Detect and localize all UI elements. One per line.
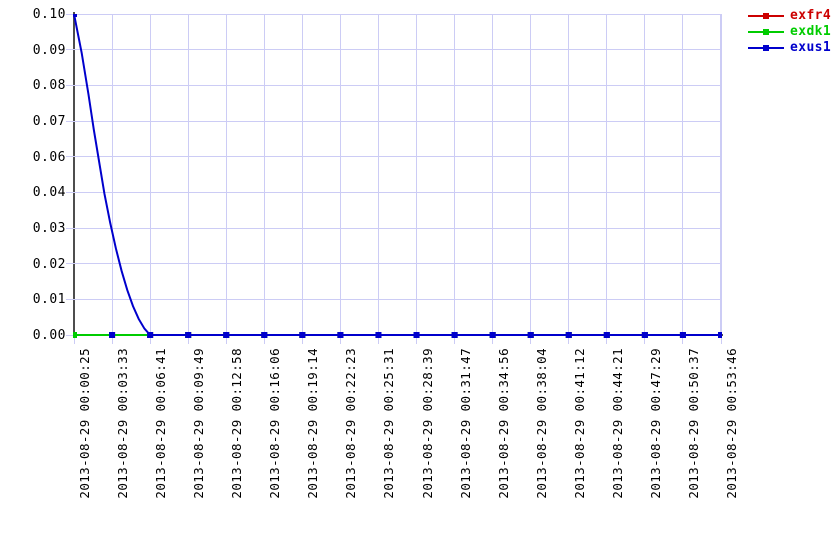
x-axis-label: 2013-08-29 00:41:12 [571, 348, 587, 499]
gridline-vertical [530, 14, 532, 335]
x-axis-spine [73, 334, 723, 336]
y-axis-label: 0.08 [32, 78, 66, 94]
x-axis-label: 2013-08-29 00:34:56 [495, 348, 511, 499]
x-axis-label: 2013-08-29 00:03:33 [115, 348, 131, 499]
y-axis-label: 0.07 [32, 114, 66, 129]
plot-area [74, 14, 721, 335]
gridline-vertical [339, 14, 341, 335]
y-axis-tick [66, 84, 75, 86]
x-axis-tick [530, 336, 532, 344]
x-axis-tick [606, 336, 608, 344]
y-axis-tick [66, 120, 75, 122]
y-axis-tick [66, 263, 75, 265]
gridline-horizontal [74, 120, 721, 122]
y-axis-tick [66, 13, 75, 15]
gridline-horizontal [74, 298, 721, 300]
y-axis-label: 0.02 [32, 256, 66, 272]
x-axis-tick [111, 336, 113, 344]
x-axis-tick [73, 336, 75, 344]
gridline-vertical [492, 14, 494, 335]
y-axis-tick [66, 298, 75, 300]
legend-item-exfr4[interactable]: exfr4 [748, 8, 840, 24]
x-axis-tick [301, 336, 303, 344]
y-axis-tick [66, 227, 75, 229]
gridline-vertical [263, 14, 265, 335]
x-axis-tick [225, 336, 227, 344]
y-axis-label: 0.03 [32, 221, 66, 236]
x-axis-label: 2013-08-29 00:00:25 [77, 348, 92, 499]
legend-label: exfr4 [790, 8, 832, 23]
y-axis-label: 0.10 [32, 7, 66, 22]
x-axis-tick [682, 336, 684, 344]
y-axis-label: 0.09 [32, 42, 66, 58]
x-axis-tick [644, 336, 646, 344]
x-axis-tick [454, 336, 456, 344]
x-axis-label: 2013-08-29 00:06:41 [153, 348, 169, 499]
legend-label: exdk1 [790, 24, 832, 39]
x-axis-label: 2013-08-29 00:16:06 [267, 348, 283, 499]
legend: exfr4 exdk1 exus1 [748, 8, 840, 56]
x-axis-label: 2013-08-29 00:22:23 [343, 348, 359, 499]
y-axis-spine [73, 12, 75, 337]
x-axis-label: 2013-08-29 00:12:58 [229, 348, 245, 499]
legend-label: exus1 [790, 40, 832, 55]
gridline-horizontal [74, 13, 721, 15]
y-axis-tick [66, 49, 75, 51]
y-axis-label: 0.01 [32, 292, 66, 308]
gridline-vertical [416, 14, 418, 335]
x-axis-label: 2013-08-29 00:28:39 [419, 348, 435, 499]
x-axis-label: 2013-08-29 00:31:47 [457, 348, 473, 499]
gridline-vertical [377, 14, 379, 335]
gridline-vertical [149, 14, 151, 335]
gridline-horizontal [74, 191, 721, 193]
x-axis-label: 2013-08-29 00:53:46 [724, 348, 739, 499]
x-axis-tick [377, 336, 379, 344]
x-axis-label: 2013-08-29 00:47:29 [647, 348, 663, 499]
legend-item-exus1[interactable]: exus1 [748, 40, 840, 56]
x-axis-tick [339, 336, 341, 344]
x-axis-tick [149, 336, 151, 344]
gridline-horizontal [74, 263, 721, 265]
x-axis-label: 2013-08-29 00:25:31 [381, 348, 397, 499]
legend-marker-icon [763, 29, 769, 35]
gridline-horizontal [74, 156, 721, 158]
gridline-vertical [720, 14, 722, 335]
y-axis-label: 0.06 [32, 149, 66, 165]
gridline-vertical [644, 14, 646, 335]
gridline-vertical [187, 14, 189, 335]
x-axis-tick [263, 336, 265, 344]
y-axis-label: 0.00 [32, 328, 66, 343]
gridline-vertical [682, 14, 684, 335]
x-axis-label: 2013-08-29 00:44:21 [609, 348, 625, 499]
x-axis-tick [720, 336, 722, 344]
x-axis-tick [416, 336, 418, 344]
gridline-horizontal [74, 227, 721, 229]
y-axis-label: 0.04 [32, 185, 66, 201]
legend-marker-icon [763, 45, 769, 51]
gridline-vertical [454, 14, 456, 335]
gridline-vertical [606, 14, 608, 335]
y-axis-tick [66, 156, 75, 158]
gridline-vertical [301, 14, 303, 335]
legend-item-exdk1[interactable]: exdk1 [748, 24, 840, 40]
x-axis-label: 2013-08-29 00:50:37 [685, 348, 701, 499]
x-axis-tick [492, 336, 494, 344]
gridline-vertical [225, 14, 227, 335]
y-axis-tick [66, 191, 75, 193]
x-axis-tick [187, 336, 189, 344]
gridline-horizontal [74, 84, 721, 86]
x-axis-label: 2013-08-29 00:09:49 [191, 348, 207, 499]
y-axis-tick [66, 334, 75, 336]
gridline-vertical [111, 14, 113, 335]
x-axis-tick [568, 336, 570, 344]
x-axis-label: 2013-08-29 00:38:04 [533, 348, 549, 499]
x-axis-label: 2013-08-29 00:19:14 [305, 348, 321, 499]
gridline-horizontal [74, 49, 721, 51]
gridline-vertical [568, 14, 570, 335]
legend-marker-icon [763, 13, 769, 19]
